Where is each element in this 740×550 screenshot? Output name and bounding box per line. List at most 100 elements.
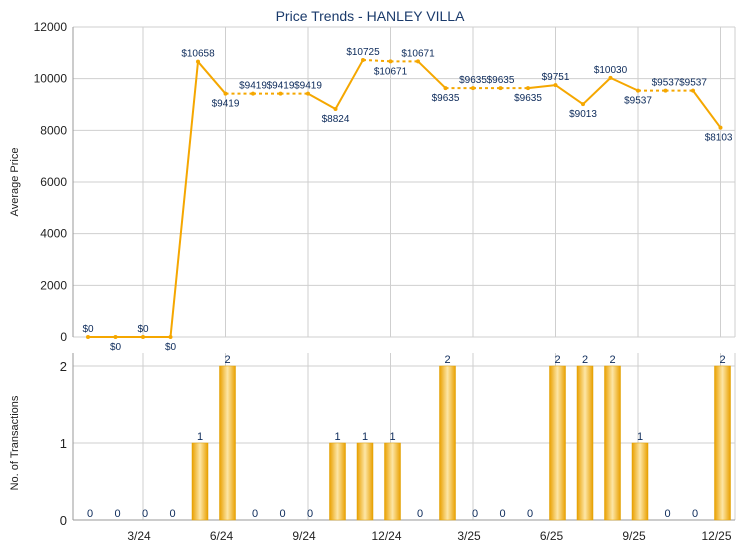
- price-data-label: $0: [137, 324, 149, 335]
- price-point: [471, 86, 475, 91]
- price-point: [333, 107, 338, 112]
- price-point: [718, 125, 723, 130]
- price-data-label: $9419: [212, 99, 240, 110]
- price-data-label: $9751: [542, 72, 570, 83]
- price-tick-label: 4000: [40, 227, 67, 241]
- x-tick-label: 3/25: [457, 529, 481, 543]
- transaction-count-label: 0: [114, 508, 120, 520]
- transaction-bar: [576, 365, 594, 521]
- price-data-label: $9419: [294, 81, 322, 92]
- transaction-count-label: 0: [252, 508, 258, 520]
- price-data-label: $0: [165, 342, 177, 353]
- price-point: [86, 335, 90, 339]
- price-point: [223, 91, 228, 96]
- transaction-bar: [329, 442, 346, 521]
- transaction-count-label: 0: [692, 508, 698, 520]
- price-data-label: $8103: [705, 133, 733, 144]
- transaction-count-label: 0: [279, 508, 285, 520]
- price-data-label: $9537: [624, 96, 652, 107]
- transaction-count-label: 2: [609, 354, 615, 366]
- price-data-label: $9635: [459, 75, 487, 86]
- transaction-count-label: 0: [527, 508, 533, 520]
- price-data-label: $10671: [374, 66, 408, 77]
- price-line-segment: [307, 92, 336, 110]
- x-tick-label: 9/25: [622, 529, 646, 543]
- transactions-tick-label: 1: [60, 436, 67, 451]
- price-data-label: $10671: [401, 48, 435, 59]
- price-line-segment: [692, 90, 722, 129]
- price-line-segment: [582, 77, 612, 105]
- price-tick-label: 6000: [40, 175, 67, 189]
- transaction-count-label: 0: [307, 508, 313, 520]
- price-line-segment: [334, 59, 364, 110]
- transaction-bar: [631, 442, 649, 521]
- transaction-count-label: 1: [362, 431, 368, 443]
- transaction-count-label: 0: [472, 508, 478, 520]
- price-point: [141, 335, 145, 339]
- transaction-count-label: 2: [554, 354, 560, 366]
- price-point: [361, 57, 365, 62]
- transaction-count-label: 0: [664, 508, 670, 520]
- price-point: [196, 59, 200, 64]
- price-point: [691, 88, 695, 93]
- price-data-label: $9635: [487, 75, 515, 86]
- transaction-bar: [384, 442, 401, 521]
- transaction-count-label: 0: [169, 508, 175, 520]
- price-point: [526, 86, 530, 91]
- x-tick-label: 6/25: [540, 529, 564, 543]
- transaction-bar: [604, 365, 621, 521]
- transaction-count-label: 1: [334, 431, 340, 443]
- price-point: [278, 91, 283, 96]
- price-tick-label: 8000: [40, 123, 67, 137]
- transaction-bar: [356, 442, 374, 521]
- x-tick-label: 12/24: [371, 529, 401, 543]
- price-data-label: $10030: [594, 65, 628, 76]
- price-data-label: $10658: [181, 49, 215, 60]
- transaction-count-label: 1: [637, 431, 643, 443]
- price-point: [581, 102, 585, 107]
- transaction-count-label: 0: [499, 508, 505, 520]
- price-line-segment: [610, 76, 639, 92]
- price-point: [608, 75, 613, 80]
- price-data-label: $10725: [346, 47, 380, 58]
- price-data-label: $0: [110, 342, 122, 353]
- price-data-label: $9635: [432, 93, 460, 104]
- transaction-count-label: 1: [197, 431, 203, 443]
- x-tick-label: 9/24: [292, 529, 316, 543]
- transaction-bar: [439, 365, 456, 521]
- x-tick-label: 6/24: [210, 529, 234, 543]
- transaction-bar: [549, 365, 566, 521]
- price-panel: 0 2000 4000 6000 8000 10000 12000 $0 $0 $0 $0 $1065…: [34, 20, 736, 353]
- chart-title: Price Trends - HANLEY VILLA: [276, 8, 465, 24]
- price-point: [306, 91, 310, 96]
- transaction-count-label: 2: [444, 354, 450, 366]
- transactions-tick-label: 2: [60, 359, 67, 374]
- price-data-label: $9635: [514, 93, 542, 104]
- transaction-count-label: 0: [87, 508, 93, 520]
- price-point: [416, 59, 420, 64]
- price-tick-label: 12000: [34, 20, 68, 34]
- price-line-segment: [169, 61, 199, 338]
- transaction-count-label: 2: [224, 354, 230, 366]
- price-data-label: $8824: [322, 114, 350, 125]
- price-line-segment: [362, 58, 391, 63]
- transaction-count-label: 1: [389, 431, 395, 443]
- price-point: [553, 83, 558, 88]
- transaction-bar: [219, 365, 236, 521]
- price-data-label: $9537: [652, 78, 680, 89]
- price-line-segment: [197, 61, 227, 95]
- price-data-label: $9419: [239, 81, 267, 92]
- transaction-count-label: 2: [582, 354, 588, 366]
- price-line-segment: [527, 84, 556, 90]
- price-data-label: $0: [82, 324, 94, 335]
- price-point: [388, 59, 393, 64]
- price-point: [168, 335, 173, 339]
- price-data-label: $9419: [267, 81, 295, 92]
- price-tick-label: 2000: [40, 278, 67, 292]
- transactions-axis-label: No. of Transactions: [9, 395, 21, 490]
- transactions-tick-label: 0: [60, 513, 67, 528]
- price-point: [113, 335, 118, 339]
- price-point: [636, 88, 640, 93]
- transaction-bar: [714, 365, 731, 521]
